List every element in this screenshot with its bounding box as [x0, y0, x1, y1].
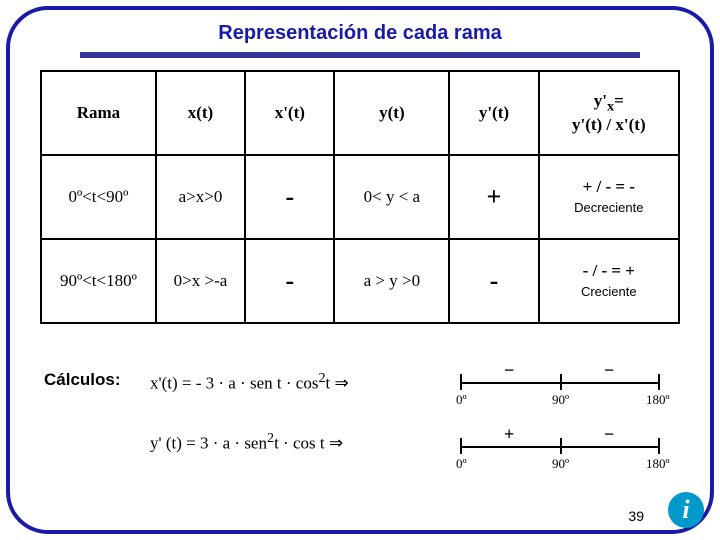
- cell-xt: 0>x >-a: [156, 239, 245, 323]
- cell-res-label: Decreciente: [574, 200, 643, 215]
- cell-rama: 0º<t<90º: [41, 155, 156, 239]
- cell-ypt: -: [449, 239, 538, 323]
- sign-segment: −: [604, 360, 614, 381]
- th-xt: x(t): [156, 71, 245, 155]
- cell-res-sign: - / - = +: [583, 261, 635, 280]
- cell-yt: 0< y < a: [334, 155, 449, 239]
- formula-yprime-suffix: t · cos t ⇒: [274, 434, 343, 453]
- sign-tick-label: 0º: [456, 392, 467, 408]
- sign-tick-label: 180º: [646, 392, 670, 408]
- table-row: 90º<t<180º 0>x >-a - a > y >0 - - / - = …: [41, 239, 679, 323]
- sign-tick: [460, 374, 462, 390]
- cell-ypt-sign: -: [490, 266, 499, 295]
- sign-tick: [560, 438, 562, 454]
- sign-tick-label: 180º: [646, 456, 670, 472]
- th-ypt: y'(t): [449, 71, 538, 155]
- cell-ypt-sign: +: [487, 182, 502, 211]
- table-header-row: Rama x(t) x'(t) y(t) y'(t) y'x= y'(t) / …: [41, 71, 679, 155]
- formula-xprime-suffix: t ⇒: [326, 374, 349, 393]
- sign-tick-label: 0º: [456, 456, 467, 472]
- sign-tick: [658, 438, 660, 454]
- cell-xpt: -: [245, 155, 334, 239]
- cell-ypt: +: [449, 155, 538, 239]
- formula-yprime-sup: 2: [267, 430, 274, 446]
- cell-rama: 90º<t<180º: [41, 239, 156, 323]
- calculations-label: Cálculos:: [44, 370, 121, 390]
- formula-yprime: y' (t) = 3 · a · sen2t · cos t ⇒: [150, 430, 343, 454]
- sign-tick: [560, 374, 562, 390]
- formula-xprime-prefix: x'(t) = - 3 · a · sen t · cos: [150, 374, 318, 393]
- table-row: 0º<t<90º a>x>0 - 0< y < a + + / - = - De…: [41, 155, 679, 239]
- th-yt: y(t): [334, 71, 449, 155]
- cell-res-sign: + / - = -: [583, 177, 635, 196]
- th-ypx-l1: y': [594, 91, 607, 110]
- sign-segment: −: [504, 360, 514, 381]
- formula-yprime-prefix: y' (t) = 3 · a · sen: [150, 434, 267, 453]
- sign-segment: −: [604, 424, 614, 445]
- sign-tick: [658, 374, 660, 390]
- th-ypx: y'x= y'(t) / x'(t): [539, 71, 679, 155]
- th-rama: Rama: [41, 71, 156, 155]
- formula-xprime: x'(t) = - 3 · a · sen t · cos2t ⇒: [150, 370, 349, 394]
- th-ypx-l2: =: [614, 91, 624, 110]
- cell-xt: a>x>0: [156, 155, 245, 239]
- sign-tick-label: 90º: [552, 392, 569, 408]
- info-icon[interactable]: i: [668, 492, 704, 528]
- sign-tick: [460, 438, 462, 454]
- sign-segment: +: [504, 424, 514, 445]
- title-underline: [80, 52, 640, 58]
- cell-xpt-sign: -: [285, 266, 294, 295]
- th-xpt: x'(t): [245, 71, 334, 155]
- info-icon-glyph: i: [668, 492, 704, 528]
- formula-xprime-sup: 2: [318, 370, 325, 386]
- cell-res: + / - = - Decreciente: [539, 155, 679, 239]
- page-number: 39: [628, 508, 644, 524]
- th-ypx-l3: y'(t) / x'(t): [572, 115, 646, 134]
- slide-title: Representación de cada rama: [0, 22, 720, 45]
- cell-res: - / - = + Creciente: [539, 239, 679, 323]
- cell-res-label: Creciente: [581, 284, 637, 299]
- cell-xpt: -: [245, 239, 334, 323]
- cell-yt: a > y >0: [334, 239, 449, 323]
- branch-table: Rama x(t) x'(t) y(t) y'(t) y'x= y'(t) / …: [40, 70, 680, 324]
- sign-tick-label: 90º: [552, 456, 569, 472]
- cell-xpt-sign: -: [285, 182, 294, 211]
